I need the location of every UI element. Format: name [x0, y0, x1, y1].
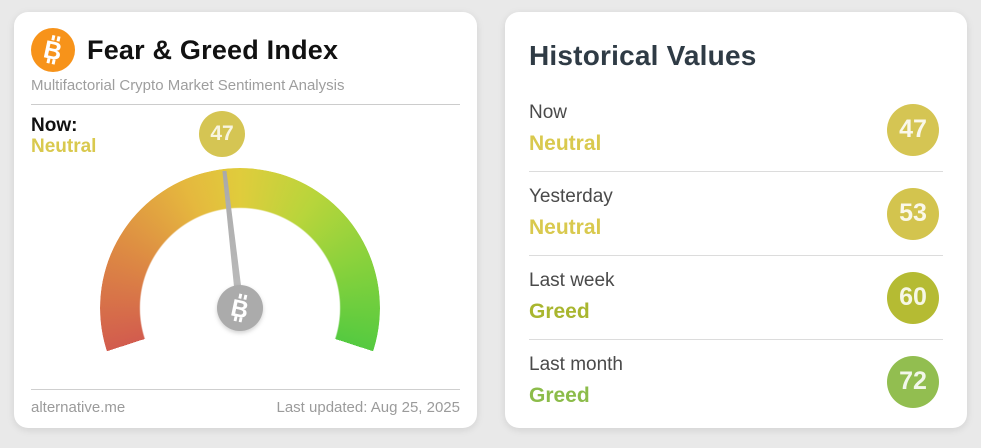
row-classification: Greed: [529, 384, 590, 407]
row-label: Yesterday: [529, 186, 613, 207]
gauge: B 47: [14, 12, 477, 448]
row-value-badge: 60: [887, 271, 939, 324]
page-title: Fear & Greed Index: [87, 34, 339, 65]
historical-values-title: Historical Values: [529, 40, 757, 71]
row-classification: Greed: [529, 300, 590, 323]
current-status: Now: Neutral: [31, 115, 460, 157]
gauge-hub-bitcoin-icon: B: [217, 285, 263, 331]
gauge-needle-icon: [218, 170, 245, 308]
history-row-last-week: Last week Greed 60: [529, 256, 943, 340]
fear-greed-header: B Fear & Greed Index: [31, 28, 460, 72]
row-classification: Neutral: [529, 216, 602, 239]
history-row-yesterday: Yesterday Neutral 53: [529, 172, 943, 256]
history-row-now: Now Neutral 47: [529, 88, 943, 172]
card-footer: alternative.me Last updated: Aug 25, 202…: [31, 389, 460, 416]
row-label: Last month: [529, 354, 623, 375]
bitcoin-icon: B: [31, 28, 75, 72]
historical-values-card: Historical Values Now Neutral 47 Yesterd…: [505, 12, 967, 428]
row-label: Last week: [529, 270, 615, 291]
fear-greed-card: B Fear & Greed Index Multifactorial Cryp…: [14, 12, 477, 448]
alternative-me-link[interactable]: alternative.me: [31, 399, 126, 416]
subtitle: Multifactorial Crypto Market Sentiment A…: [31, 77, 345, 94]
row-value-badge: 53: [887, 187, 939, 240]
row-label: Now: [529, 102, 568, 123]
svg-text:B: B: [228, 294, 251, 324]
now-classification: Neutral: [31, 136, 97, 157]
row-value-badge: 47: [887, 103, 939, 156]
last-updated-text: Last updated: Aug 25, 2025: [276, 399, 461, 416]
now-label: Now:: [31, 115, 78, 136]
row-classification: Neutral: [529, 132, 602, 155]
svg-text:B: B: [41, 35, 64, 66]
history-row-last-month: Last month Greed 72: [529, 340, 943, 423]
historical-rows: Now Neutral 47 Yesterday Neutral 53 Last…: [529, 88, 943, 423]
row-value-badge: 72: [887, 355, 939, 408]
header-divider: [31, 104, 460, 105]
